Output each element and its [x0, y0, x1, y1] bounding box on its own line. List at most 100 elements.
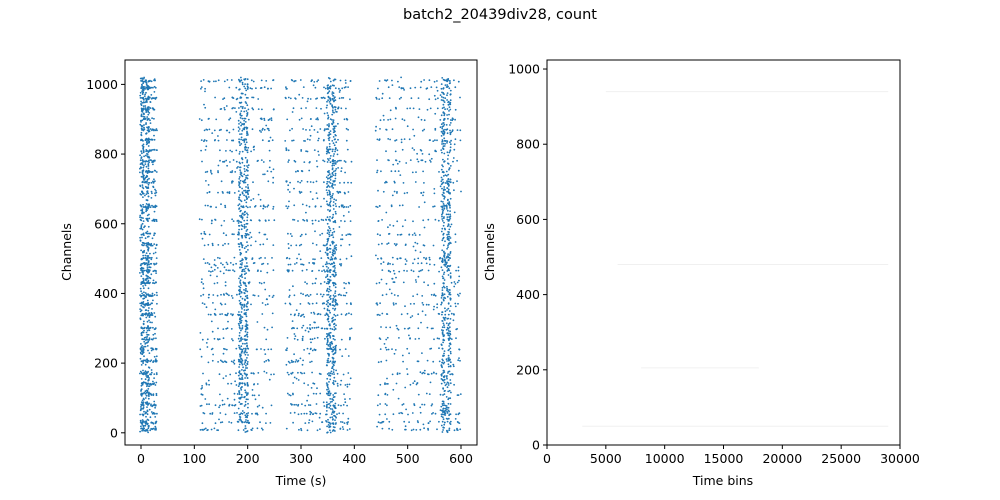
- raster-point: [139, 370, 142, 373]
- raster-point: [225, 234, 228, 237]
- raster-point: [300, 107, 303, 110]
- raster-point: [453, 143, 456, 146]
- raster-point: [448, 310, 451, 312]
- raster-point: [308, 169, 311, 172]
- raster-point: [144, 225, 146, 228]
- raster-point: [305, 412, 308, 415]
- raster-point: [241, 307, 243, 310]
- raster-point: [241, 359, 244, 362]
- raster-point: [141, 152, 143, 155]
- raster-point: [422, 194, 424, 197]
- raster-point: [441, 289, 444, 291]
- raster-point: [440, 303, 442, 306]
- raster-point: [441, 220, 444, 222]
- raster-point: [267, 204, 270, 207]
- raster-point: [414, 181, 417, 183]
- raster-point: [396, 327, 399, 330]
- raster-point: [441, 361, 444, 364]
- raster-point: [151, 347, 154, 350]
- raster-point: [334, 318, 336, 321]
- raster-point: [315, 180, 318, 183]
- raster-point: [432, 327, 434, 330]
- raster-point: [148, 171, 151, 174]
- raster-point: [245, 262, 248, 264]
- raster-point: [240, 329, 242, 332]
- raster-point: [151, 338, 154, 341]
- raster-point: [449, 365, 452, 368]
- raster-point: [238, 178, 241, 180]
- raster-point: [338, 205, 341, 208]
- raster-point: [323, 112, 326, 115]
- raster-point: [456, 281, 459, 284]
- raster-point: [245, 201, 248, 204]
- raster-point: [241, 216, 244, 219]
- raster-point: [449, 178, 452, 181]
- raster-point: [199, 429, 202, 431]
- raster-point: [300, 315, 302, 318]
- raster-point: [295, 170, 297, 173]
- raster-point: [453, 148, 456, 151]
- raster-point: [286, 392, 289, 395]
- raster-point: [342, 428, 345, 430]
- raster-point: [143, 391, 146, 394]
- raster-point: [323, 327, 326, 330]
- raster-point: [446, 429, 448, 432]
- raster-point: [385, 282, 388, 285]
- raster-point: [150, 273, 153, 276]
- raster-point: [238, 293, 241, 296]
- raster-point: [143, 340, 146, 343]
- raster-point: [288, 294, 291, 297]
- raster-point: [146, 385, 148, 388]
- raster-point: [445, 263, 447, 266]
- raster-point: [145, 193, 148, 196]
- raster-point: [445, 358, 448, 361]
- raster-point: [151, 192, 153, 195]
- raster-point: [327, 128, 330, 131]
- raster-point: [440, 99, 443, 101]
- raster-point: [153, 312, 156, 314]
- raster-point: [145, 274, 148, 277]
- raster-point: [140, 107, 143, 110]
- raster-point: [152, 380, 154, 383]
- raster-point: [260, 87, 263, 89]
- raster-point: [443, 106, 445, 109]
- raster-point: [449, 108, 452, 111]
- raster-point: [241, 276, 244, 278]
- raster-point: [284, 302, 287, 305]
- raster-point: [339, 348, 341, 351]
- raster-point: [291, 269, 294, 272]
- raster-point: [146, 341, 149, 344]
- raster-point: [412, 262, 414, 265]
- raster-point: [141, 422, 144, 425]
- raster-point: [150, 80, 153, 83]
- raster-point: [332, 201, 335, 203]
- raster-point: [306, 327, 309, 329]
- raster-point: [331, 373, 334, 375]
- raster-point: [394, 139, 396, 142]
- raster-point: [257, 372, 260, 374]
- raster-point: [338, 87, 340, 90]
- raster-point: [204, 262, 207, 264]
- raster-point: [220, 203, 222, 206]
- raster-point: [392, 163, 395, 166]
- raster-point: [453, 383, 455, 386]
- raster-point: [337, 122, 339, 125]
- raster-point: [332, 252, 335, 255]
- raster-point: [326, 359, 329, 362]
- raster-point: [338, 412, 341, 415]
- raster-point: [144, 194, 146, 197]
- raster-point: [332, 380, 335, 382]
- raster-point: [340, 264, 342, 267]
- raster-point: [326, 431, 328, 434]
- raster-point: [446, 216, 449, 219]
- raster-point: [317, 79, 320, 81]
- raster-point: [376, 425, 378, 428]
- raster-point: [322, 401, 325, 404]
- raster-point: [251, 427, 254, 430]
- raster-point: [441, 431, 444, 433]
- raster-point: [445, 213, 448, 216]
- raster-point: [313, 337, 316, 340]
- raster-point: [303, 219, 306, 222]
- raster-point: [152, 360, 155, 363]
- raster-point: [211, 412, 214, 414]
